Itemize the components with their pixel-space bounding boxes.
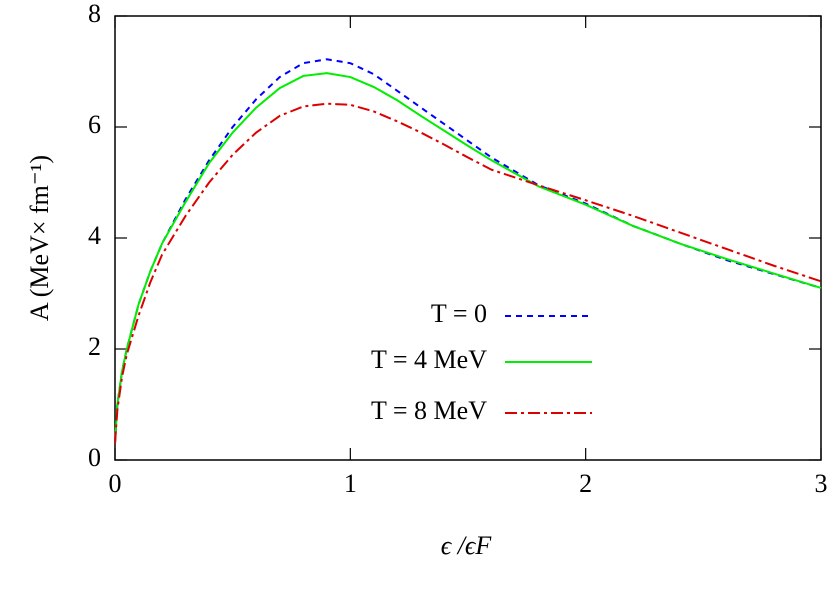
plot-frame [114,15,822,461]
x-tick-label: 1 [344,469,357,498]
data-line [114,72,822,444]
legend-label: T = 0 [431,299,487,328]
legend-label: T = 4 MeV [371,345,487,374]
y-tick-label: 2 [88,332,101,361]
y-axis-label: A (MeV× fm⁻¹) [25,155,54,321]
legend-label: T = 8 MeV [371,396,487,425]
x-tick-label: 2 [579,469,592,498]
y-tick-label: 4 [88,221,101,250]
data-line [114,58,822,444]
y-tick-label: 8 [88,0,101,28]
data-line [114,102,822,444]
x-tick-label: 3 [815,469,828,498]
x-axis-label: ϵ /ϵF [441,531,493,560]
y-tick-label: 0 [88,443,101,472]
x-tick-label: 0 [109,469,122,498]
y-tick-label: 6 [88,110,101,139]
